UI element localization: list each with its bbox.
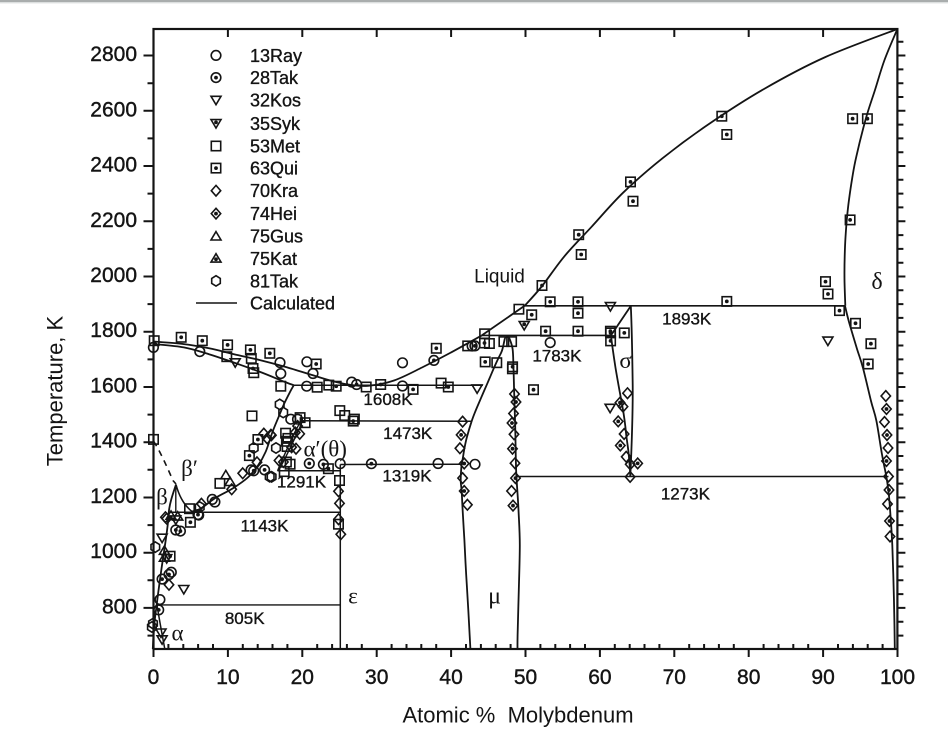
svg-text:δ: δ (871, 269, 882, 295)
svg-text:μ: μ (488, 583, 501, 609)
svg-text:β: β (156, 485, 168, 510)
svg-text:32Kos: 32Kos (250, 91, 301, 111)
svg-text:90: 90 (811, 666, 834, 689)
svg-text:35Syk: 35Syk (250, 114, 301, 134)
svg-text:13Ray: 13Ray (250, 46, 302, 66)
svg-text:1291K: 1291K (277, 473, 327, 492)
svg-text:30: 30 (365, 666, 388, 689)
svg-text:81Tak: 81Tak (250, 271, 299, 291)
svg-text:1893K: 1893K (662, 309, 712, 328)
svg-text:σ: σ (619, 348, 632, 373)
svg-text:α: α (171, 621, 183, 646)
svg-text:1400: 1400 (90, 430, 137, 453)
svg-text:β′: β′ (181, 456, 198, 481)
svg-text:80: 80 (737, 666, 760, 689)
svg-text:1319K: 1319K (382, 467, 432, 486)
svg-text:1000: 1000 (90, 540, 137, 563)
svg-text:1783K: 1783K (532, 347, 582, 366)
svg-text:2400: 2400 (90, 154, 137, 177)
svg-text:800: 800 (102, 595, 137, 618)
svg-text:20: 20 (291, 666, 314, 689)
svg-text:1200: 1200 (90, 485, 137, 508)
svg-text:50: 50 (514, 666, 537, 689)
svg-text:40: 40 (439, 666, 462, 689)
svg-text:74Hei: 74Hei (250, 204, 297, 224)
svg-text:α′(θ): α′(θ) (303, 437, 346, 462)
svg-text:1600: 1600 (90, 375, 137, 398)
svg-text:75Gus: 75Gus (250, 227, 303, 247)
svg-text:2200: 2200 (90, 209, 137, 232)
svg-text:0: 0 (148, 666, 160, 689)
svg-text:75Kat: 75Kat (250, 249, 297, 269)
svg-text:Temperature, K: Temperature, K (43, 315, 68, 466)
svg-text:1273K: 1273K (661, 484, 711, 503)
svg-text:70: 70 (663, 666, 686, 689)
svg-text:1143K: 1143K (241, 517, 290, 536)
svg-text:2000: 2000 (90, 264, 137, 287)
svg-text:10: 10 (216, 666, 239, 689)
svg-text:Calculated: Calculated (250, 294, 335, 314)
svg-text:1473K: 1473K (383, 424, 433, 443)
svg-text:Liquid: Liquid (474, 267, 525, 288)
svg-text:ε: ε (348, 584, 358, 609)
svg-text:1800: 1800 (90, 319, 137, 342)
svg-text:2600: 2600 (90, 98, 137, 121)
svg-text:60: 60 (588, 666, 611, 689)
svg-text:1608K: 1608K (363, 390, 413, 409)
svg-text:63Qui: 63Qui (250, 159, 298, 179)
svg-text:2800: 2800 (90, 43, 137, 66)
svg-text:100: 100 (880, 666, 915, 689)
svg-text:805K: 805K (225, 609, 265, 628)
svg-text:Atomic % Molybdenum: Atomic % Molybdenum (402, 703, 633, 728)
svg-text:70Kra: 70Kra (250, 181, 299, 201)
svg-text:53Met: 53Met (250, 137, 300, 157)
svg-text:28Tak: 28Tak (250, 68, 299, 88)
